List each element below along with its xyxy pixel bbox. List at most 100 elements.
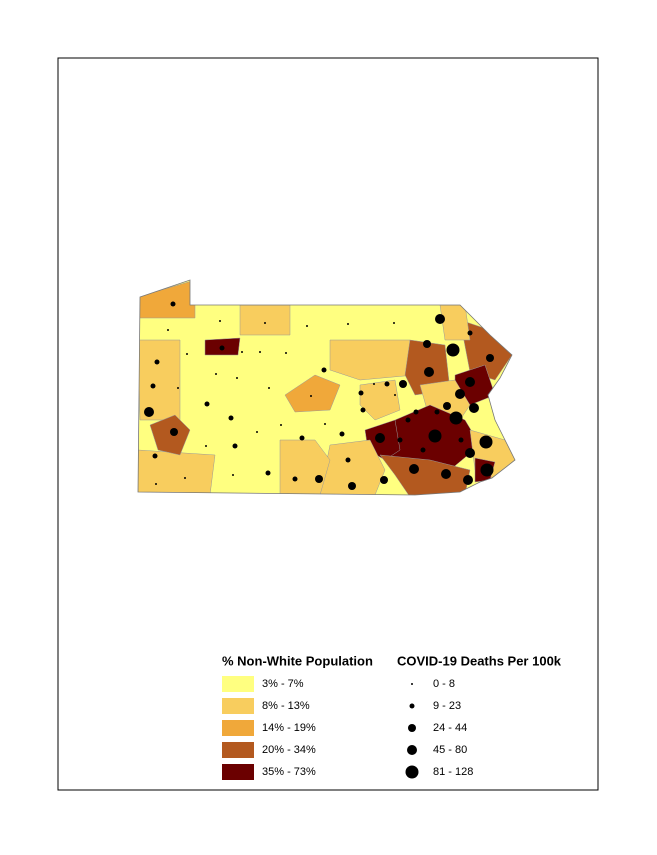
death-dot [469, 403, 479, 413]
county [138, 449, 216, 495]
death-dot [409, 464, 419, 474]
legend-label: 3% - 7% [262, 678, 304, 690]
death-dot [259, 351, 261, 353]
death-dot [268, 387, 270, 389]
legend-label: 45 - 80 [433, 744, 467, 756]
county [149, 414, 191, 456]
death-dot [345, 457, 351, 463]
death-dot [424, 367, 434, 377]
death-dot [458, 437, 464, 443]
death-dot [423, 340, 431, 348]
death-dot [486, 354, 494, 362]
legend-label: 24 - 44 [433, 722, 467, 734]
death-dot [463, 475, 473, 485]
county [379, 454, 471, 495]
legend-label: 9 - 23 [433, 700, 461, 712]
death-dot [219, 320, 221, 322]
county [284, 374, 341, 413]
death-dot [232, 474, 234, 476]
death-dot [441, 469, 451, 479]
death-dot [380, 476, 388, 484]
death-dot [324, 423, 326, 425]
death-dot [393, 322, 395, 324]
legend: % Non-White Population 3% - 7% 8% - 13% 14%… [222, 653, 562, 780]
county [239, 304, 291, 336]
death-dot [155, 483, 157, 485]
death-dots [144, 301, 494, 490]
death-dot [280, 424, 282, 426]
death-dot [339, 431, 345, 437]
death-dot [348, 482, 356, 490]
legend-dot [408, 724, 416, 732]
legend-swatch [222, 676, 254, 692]
death-dot [399, 380, 407, 388]
death-dot [394, 394, 396, 396]
state-outline [137, 279, 516, 496]
death-dot [443, 402, 451, 410]
death-dot [420, 447, 426, 453]
death-dot [170, 428, 178, 436]
death-dot [186, 353, 188, 355]
death-dot [413, 409, 419, 415]
death-dot [228, 415, 234, 421]
death-dot [215, 373, 217, 375]
death-dot [184, 477, 186, 479]
death-dot [375, 433, 385, 443]
legend-swatch [222, 764, 254, 780]
death-dot [480, 463, 494, 477]
death-dot [384, 381, 390, 387]
death-dot [256, 431, 258, 433]
death-dot [315, 475, 323, 483]
death-dot [144, 407, 154, 417]
death-dot [285, 352, 287, 354]
death-dot [204, 401, 210, 407]
death-dot [170, 301, 176, 307]
legend-label: 20% - 34% [262, 744, 316, 756]
death-dot [167, 329, 169, 331]
legend-label: 8% - 13% [262, 700, 310, 712]
death-dot [360, 407, 366, 413]
death-dot [236, 377, 238, 379]
death-dot [465, 448, 475, 458]
death-dot [232, 443, 238, 449]
county [359, 379, 401, 421]
death-dot [265, 470, 271, 476]
legend-dot [407, 745, 417, 755]
legend-title: COVID-19 Deaths Per 100k [397, 653, 562, 668]
death-dot [299, 435, 305, 441]
death-dot [154, 359, 160, 365]
death-dot [446, 343, 460, 357]
legend-dot [409, 703, 415, 709]
death-dot [205, 445, 207, 447]
death-dot [358, 390, 364, 396]
death-dot [465, 377, 475, 387]
death-dot [428, 429, 442, 443]
death-dot [306, 325, 308, 327]
death-dot [449, 411, 463, 425]
legend-dot [411, 683, 413, 685]
death-dot [479, 435, 493, 449]
legend-swatch [222, 698, 254, 714]
death-dot [310, 395, 312, 397]
legend-swatch [222, 720, 254, 736]
death-dot [455, 389, 465, 399]
death-dot [321, 367, 327, 373]
legend-title: % Non-White Population [222, 653, 373, 668]
death-dot [292, 476, 298, 482]
death-dot [150, 383, 156, 389]
counties [138, 280, 515, 495]
death-dot [435, 314, 445, 324]
death-dot [347, 323, 349, 325]
death-dot [264, 322, 266, 324]
county [138, 339, 181, 421]
death-dot [241, 351, 243, 353]
county [138, 280, 196, 319]
death-dot [152, 453, 158, 459]
death-dot [219, 345, 225, 351]
legend-label: 0 - 8 [433, 678, 455, 690]
death-dot [467, 330, 473, 336]
legend-label: 35% - 73% [262, 766, 316, 778]
county [329, 339, 416, 381]
legend-label: 81 - 128 [433, 766, 473, 778]
